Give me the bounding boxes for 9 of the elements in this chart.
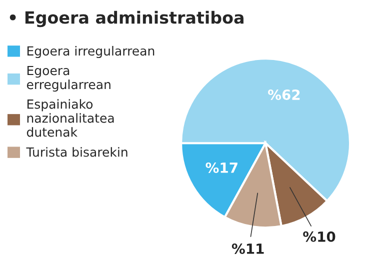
legend-label: Turista bisarekin — [26, 147, 128, 157]
legend-label: Espainiako nazionalitatea dutenak — [26, 99, 114, 137]
data-label: %11 — [232, 243, 264, 254]
chart-title: • Egoera administratiboa — [10, 10, 244, 28]
legend-label: Egoera erregularrean — [26, 66, 110, 92]
legend-label: Egoera irregularrean — [27, 46, 154, 58]
data-label: %10 — [303, 231, 336, 242]
data-label: %62 — [268, 90, 300, 100]
data-label: %17 — [206, 162, 238, 173]
